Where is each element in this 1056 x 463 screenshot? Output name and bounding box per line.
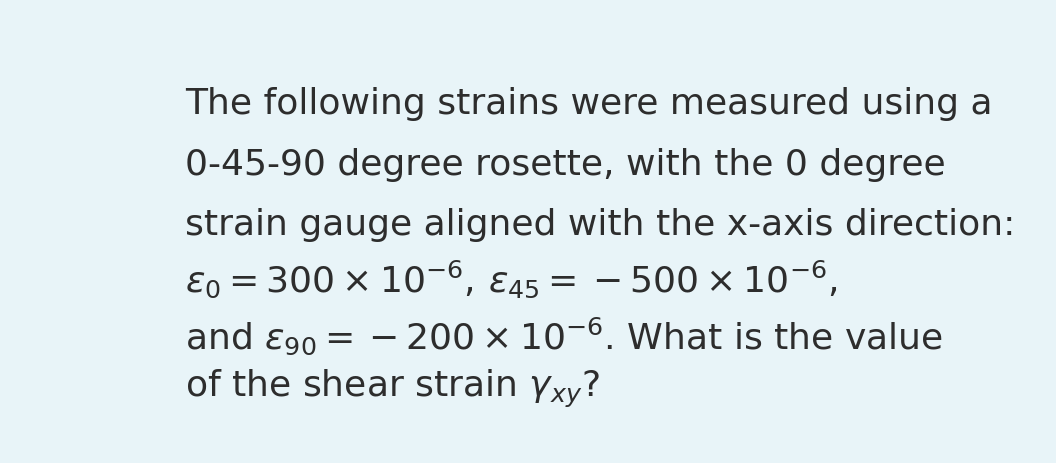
FancyBboxPatch shape — [119, 50, 963, 418]
Text: $\epsilon_0 = 300 \times 10^{-6}, \, \epsilon_{45} = -500 \times 10^{-6},$: $\epsilon_0 = 300 \times 10^{-6}, \, \ep… — [185, 258, 837, 299]
Text: strain gauge aligned with the x-axis direction:: strain gauge aligned with the x-axis dir… — [185, 208, 1016, 242]
Text: The following strains were measured using a: The following strains were measured usin… — [185, 87, 993, 121]
Text: of the shear strain $\gamma_{xy}$?: of the shear strain $\gamma_{xy}$? — [185, 367, 600, 409]
Text: 0-45-90 degree rosette, with the 0 degree: 0-45-90 degree rosette, with the 0 degre… — [185, 147, 946, 181]
Text: and $\epsilon_{90} = -200 \times 10^{-6}$. What is the value: and $\epsilon_{90} = -200 \times 10^{-6}… — [185, 315, 943, 356]
